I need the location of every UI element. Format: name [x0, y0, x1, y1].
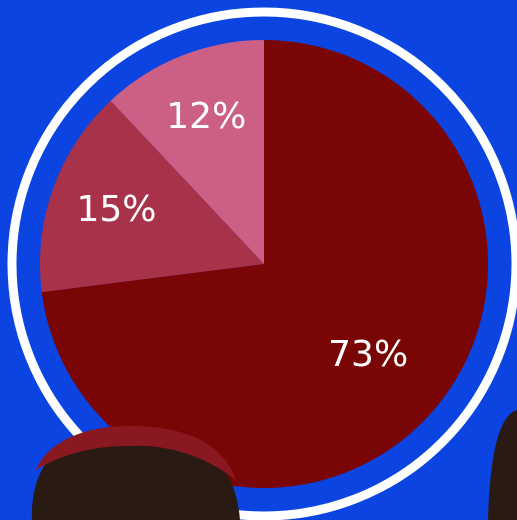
pie: 73% 15% 12%: [40, 40, 488, 488]
page: 73%15%12% (() => { const data = JSON.par…: [0, 0, 517, 520]
chart: 73% 15% 12%: [0, 0, 517, 520]
data-label: 12%: [166, 96, 246, 137]
data-label: 73%: [328, 334, 408, 375]
data-label: 15%: [76, 189, 156, 230]
